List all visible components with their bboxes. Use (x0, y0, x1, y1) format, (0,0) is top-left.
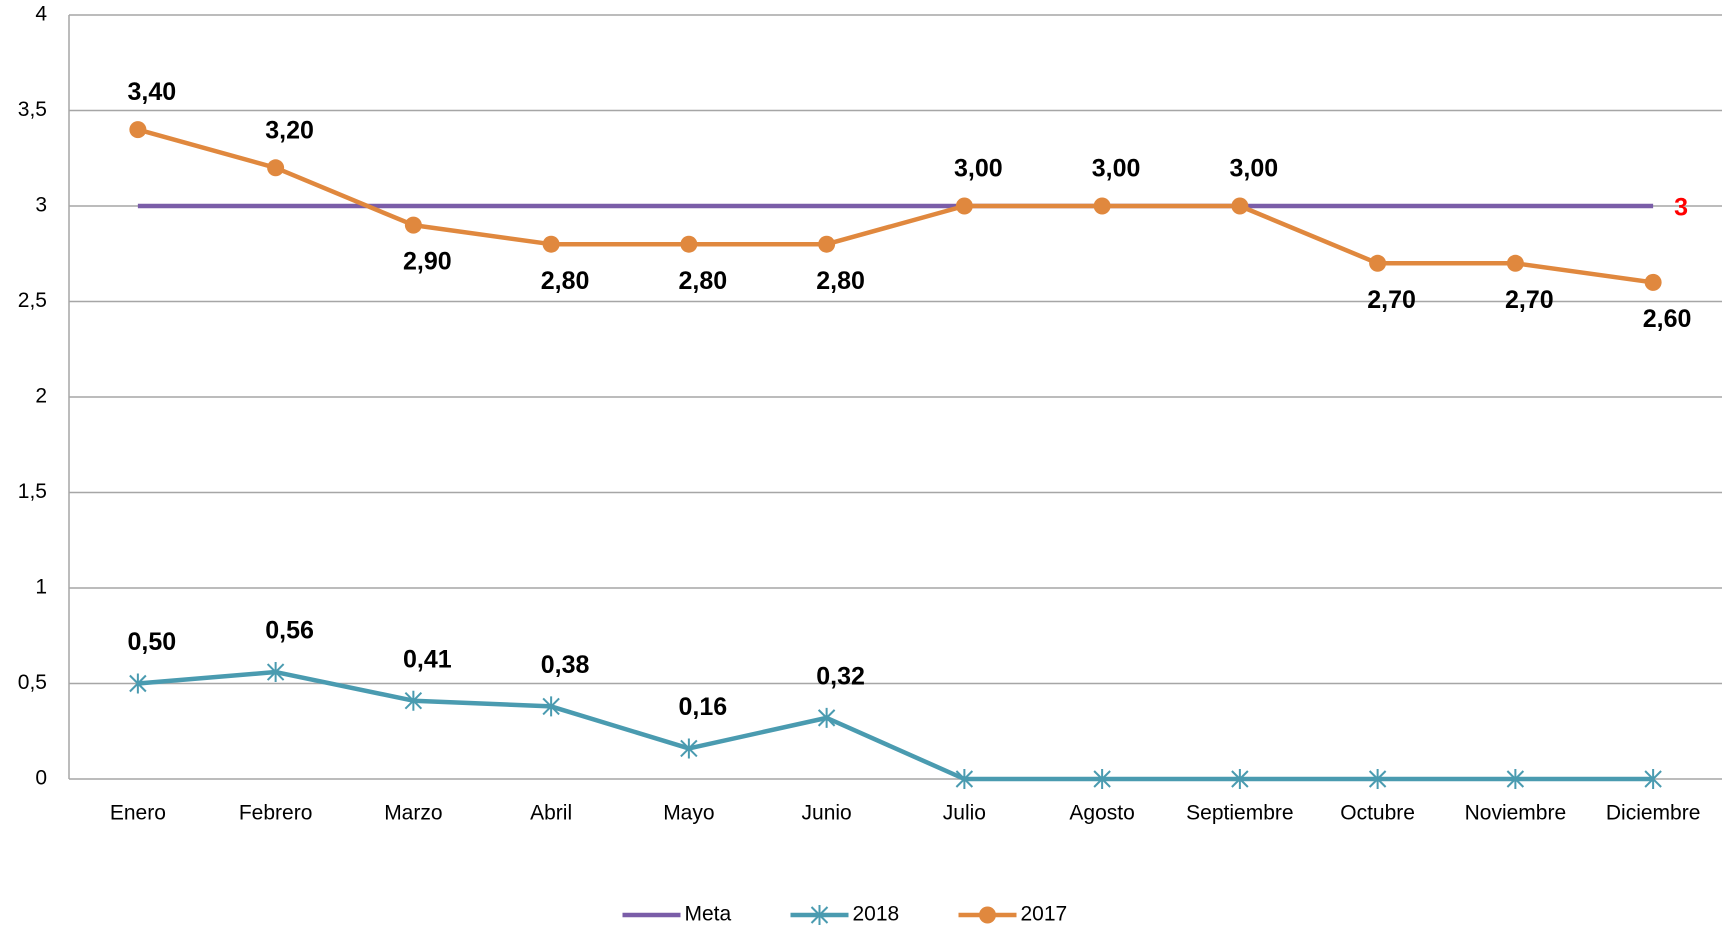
legend-label: 2018 (853, 903, 900, 926)
marker (1506, 769, 1525, 789)
value-label: 3,40 (128, 78, 177, 106)
marker (979, 906, 996, 924)
x-tick-label: Julio (943, 802, 986, 825)
value-label: 2,80 (541, 267, 590, 295)
value-label: 3 (1674, 194, 1688, 222)
y-tick-label: 2 (35, 385, 47, 408)
marker (810, 905, 829, 925)
x-tick-label: Diciembre (1606, 802, 1701, 825)
y-tick-label: 0,5 (18, 671, 47, 694)
marker (818, 235, 836, 253)
series-line (137, 669, 1654, 782)
marker (1644, 769, 1662, 789)
marker (1231, 197, 1249, 215)
value-label: 0,38 (541, 651, 590, 679)
legend-item: 2017 (958, 903, 1068, 926)
legend-item: Meta (622, 903, 732, 926)
marker (542, 696, 560, 717)
y-tick-label: 3 (35, 194, 47, 217)
marker (680, 235, 698, 253)
legend-item: 2018 (790, 903, 900, 926)
legend-label: Meta (685, 903, 732, 926)
marker (404, 216, 422, 234)
value-label: 2,80 (679, 267, 728, 295)
marker (266, 662, 285, 683)
value-label: 0,56 (265, 617, 314, 645)
marker (404, 690, 423, 711)
x-tick-label: Octubre (1340, 802, 1415, 825)
x-tick-label: Mayo (663, 802, 714, 825)
marker (1231, 769, 1249, 789)
x-tick-label: Marzo (384, 802, 442, 825)
value-label: 3,00 (954, 155, 1003, 183)
marker (267, 159, 285, 177)
x-tick-label: Enero (110, 802, 166, 825)
y-tick-label: 2,5 (18, 289, 47, 312)
legend-label: 2017 (1021, 903, 1068, 926)
value-label: 0,32 (816, 662, 865, 690)
x-tick-label: Junio (802, 802, 852, 825)
marker (129, 673, 147, 694)
marker (955, 769, 974, 789)
value-label: 0,50 (128, 628, 177, 656)
marker (817, 707, 836, 728)
x-tick-label: Abril (530, 802, 572, 825)
value-label: 3,20 (265, 116, 314, 144)
y-tick-label: 0 (35, 767, 47, 790)
y-tick-label: 1 (35, 576, 47, 599)
value-label: 0,41 (403, 645, 452, 673)
marker (1644, 273, 1662, 291)
y-tick-label: 3,5 (18, 98, 47, 121)
x-tick-label: Noviembre (1465, 802, 1567, 825)
marker (1506, 254, 1524, 272)
x-tick-label: Agosto (1069, 802, 1134, 825)
marker (1093, 197, 1111, 215)
x-tick-label: Septiembre (1186, 802, 1293, 825)
marker (1093, 769, 1111, 789)
marker (1368, 769, 1387, 789)
marker (680, 738, 698, 759)
marker (1369, 254, 1387, 272)
x-tick-label: Febrero (239, 802, 313, 825)
series-line (137, 127, 1654, 285)
y-tick-label: 4 (35, 3, 47, 26)
value-label: 0,16 (679, 693, 728, 721)
value-label: 2,70 (1505, 286, 1554, 314)
value-label: 3,00 (1092, 155, 1141, 183)
marker (955, 197, 973, 215)
y-tick-label: 1,5 (18, 480, 47, 503)
marker (542, 235, 560, 253)
value-label: 2,60 (1643, 305, 1692, 333)
value-label: 2,80 (816, 267, 865, 295)
value-label: 2,90 (403, 248, 452, 276)
marker (129, 121, 147, 139)
value-label: 3,00 (1230, 155, 1279, 183)
value-label: 2,70 (1367, 286, 1416, 314)
